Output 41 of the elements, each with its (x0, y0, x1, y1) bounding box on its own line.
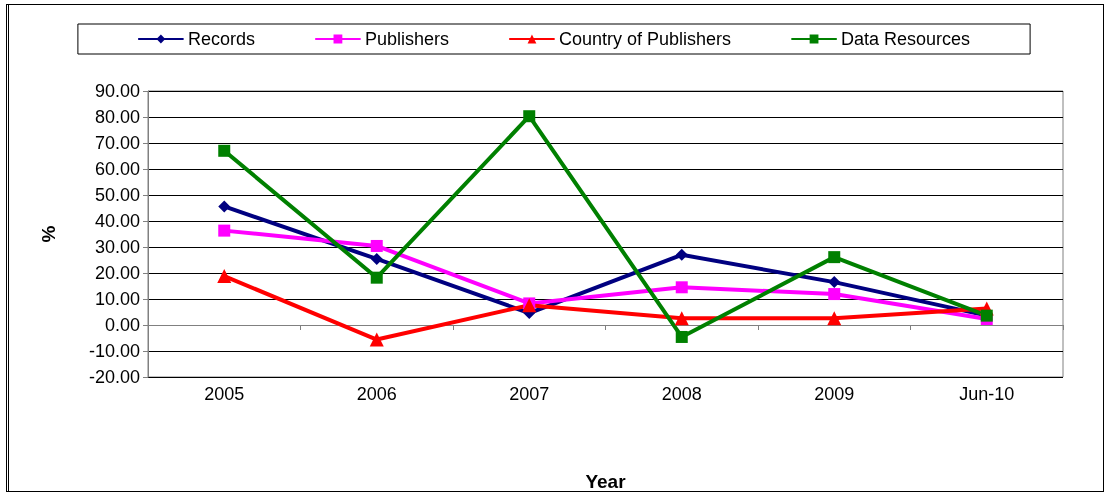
y-tick-label: 20.00 (94, 263, 140, 283)
legend-label: Country of Publishers (558, 29, 732, 49)
x-tick-label: Jun-10 (959, 384, 1015, 404)
legend-label: Data Resources (841, 29, 971, 49)
y-tick-label: 90.00 (94, 81, 140, 101)
x-tick-label: 2009 (814, 384, 855, 404)
y-tick-label: 50.00 (94, 185, 140, 205)
y-tick-label: 40.00 (94, 211, 140, 231)
point (217, 269, 232, 284)
point (828, 288, 841, 301)
point (369, 332, 384, 347)
legend-label: Records (187, 29, 255, 49)
y-tick-label: 0.00 (104, 315, 140, 335)
point (675, 330, 688, 343)
x-tick-label: 2005 (204, 384, 245, 404)
x-axis-title: Year (585, 471, 627, 492)
point (218, 224, 231, 237)
x-tick-label: 2007 (509, 384, 550, 404)
point (675, 281, 688, 294)
point (523, 110, 536, 123)
point (674, 311, 689, 326)
point (370, 239, 383, 252)
y-tick-label: 60.00 (94, 159, 140, 179)
legend-label: Publishers (364, 29, 449, 49)
point (675, 248, 688, 261)
point (370, 271, 383, 284)
y-tick-label: 30.00 (94, 237, 140, 257)
y-axis-title: % (38, 225, 59, 243)
y-tick-label: 10.00 (94, 289, 140, 309)
point (218, 200, 231, 213)
point (827, 311, 842, 326)
x-tick-label: 2008 (661, 384, 702, 404)
y-tick-label: 80.00 (94, 107, 140, 127)
point (828, 251, 841, 264)
y-tick-label: 70.00 (94, 133, 140, 153)
point (828, 276, 841, 289)
point (218, 144, 231, 157)
y-tick-label: -20.00 (88, 367, 140, 387)
y-tick-label: -10.00 (88, 341, 140, 361)
point (370, 252, 383, 265)
x-tick-label: 2006 (356, 384, 397, 404)
